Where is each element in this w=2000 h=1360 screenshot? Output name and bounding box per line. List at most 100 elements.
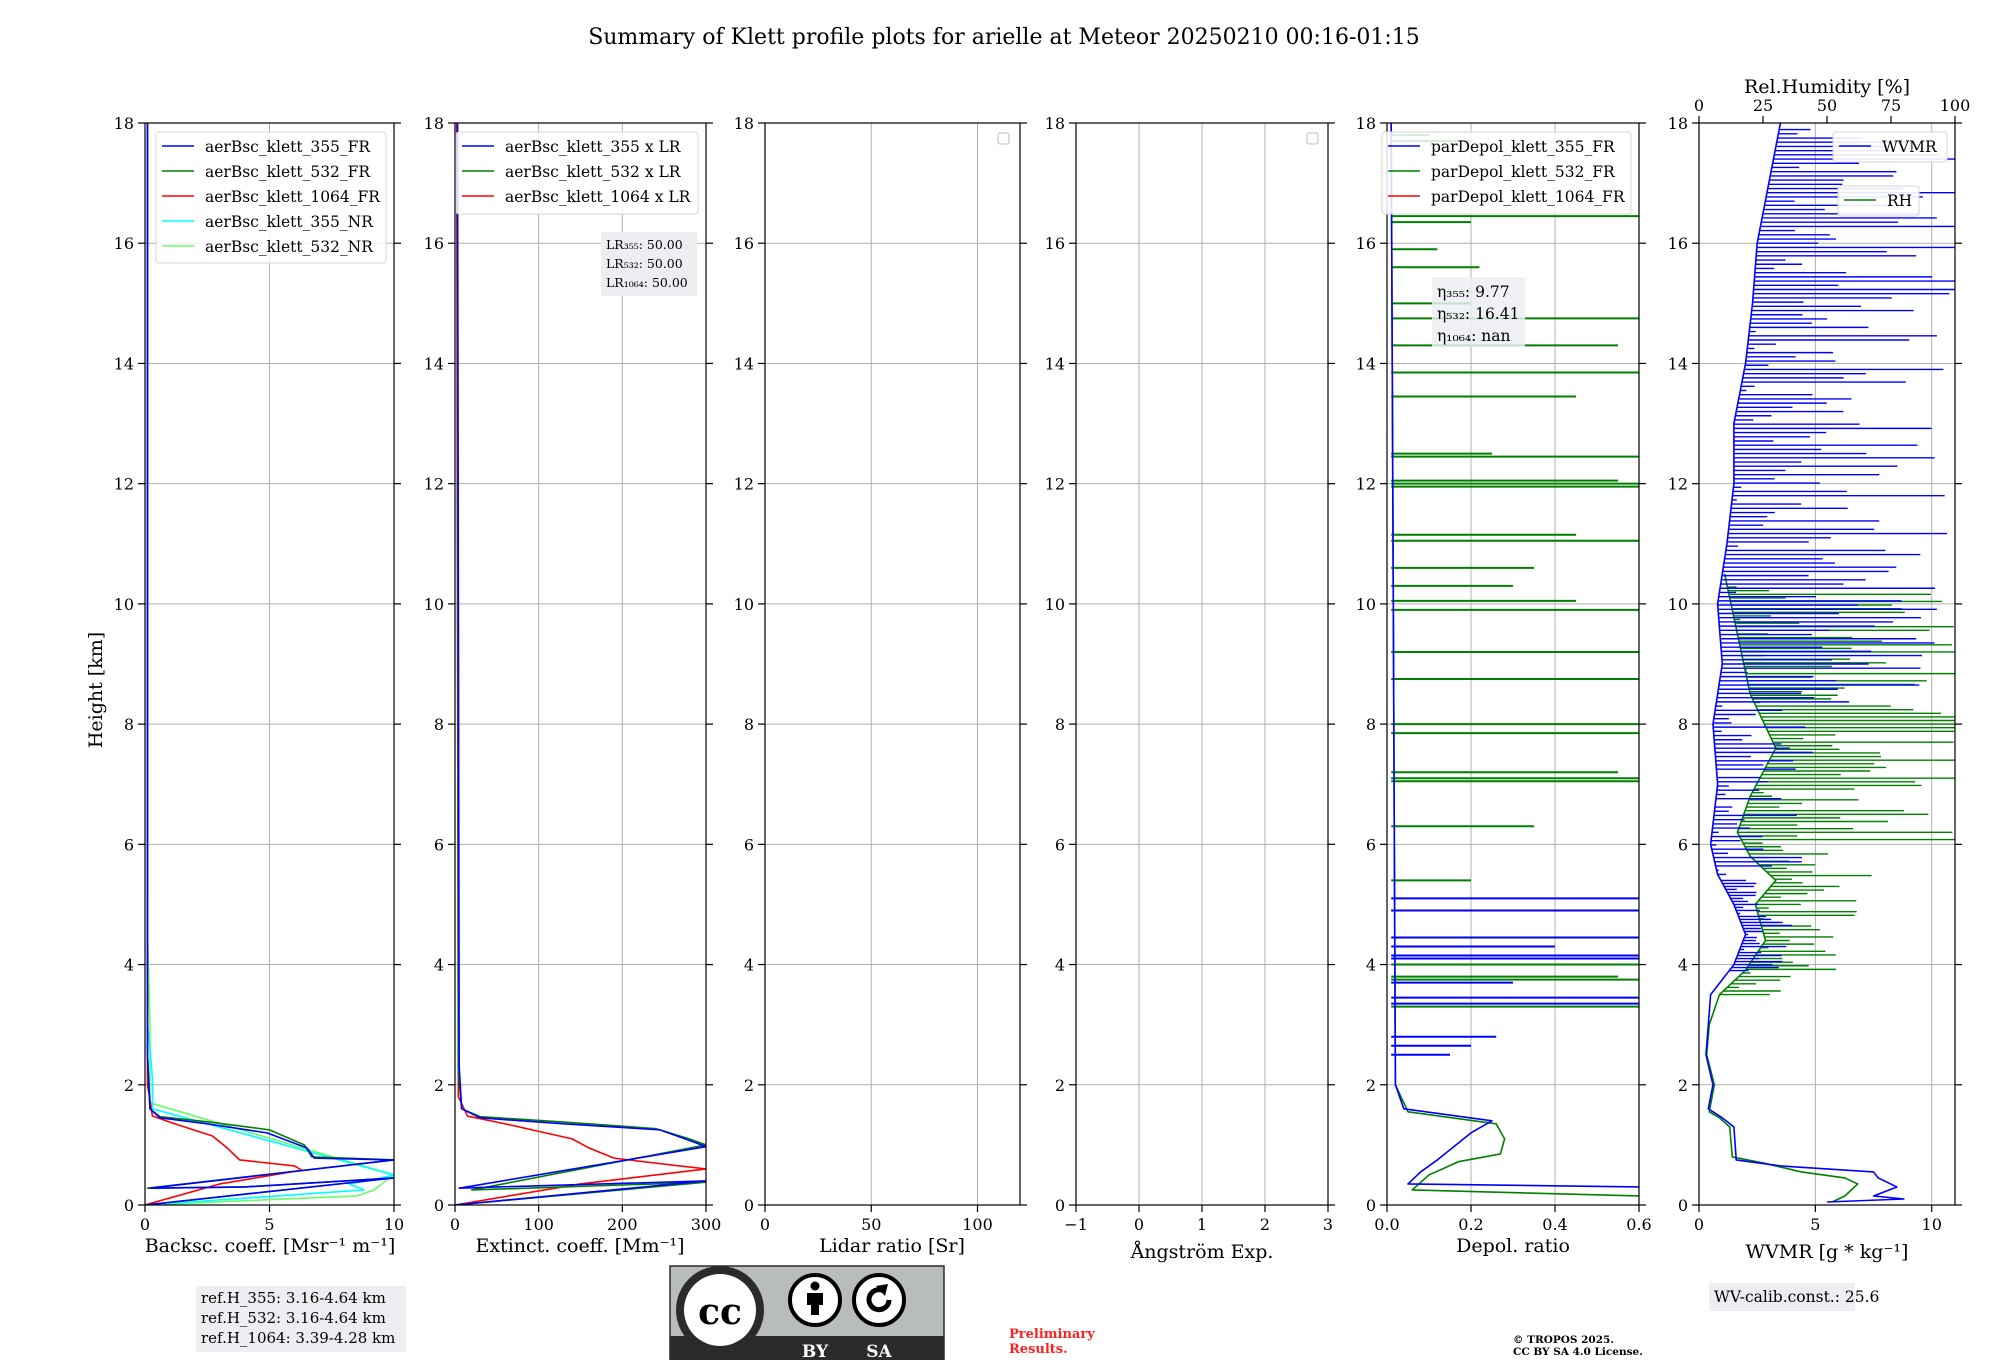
info-line: η₃₅₅: 9.77 (1437, 283, 1510, 301)
copyright-line-2: CC BY SA 4.0 License. (1513, 1346, 1643, 1358)
y-tick-label: 2 (744, 1076, 754, 1095)
y-tick-label: 8 (434, 715, 444, 734)
y-tick-label: 0 (124, 1196, 134, 1215)
y-tick-label: 6 (124, 835, 134, 854)
legend-box (155, 131, 387, 264)
legend-entry: aerBsc_klett_355 x LR (505, 138, 682, 156)
y-tick-label: 14 (1668, 354, 1688, 373)
y-tick-label: 18 (1356, 114, 1376, 133)
preliminary-line-1: Preliminary (1009, 1327, 1095, 1342)
panel-extinction: 0 2 4 6 8 10 12 14 16 18 0 100 200 300 Extinct. coeff… (424, 114, 722, 1257)
panel-lidar-ratio-xlabel: Lidar ratio [Sr] (819, 1235, 965, 1257)
figure-title: Summary of Klett profile plots for ariel… (588, 25, 1420, 50)
y-tick-label: 8 (1055, 715, 1065, 734)
cc-logo-face (684, 1274, 756, 1346)
empty-legend-box (1306, 132, 1319, 145)
panel-depol-frame (1386, 122, 1640, 1206)
y-tick-label: 2 (124, 1076, 134, 1095)
y-tick-label: 4 (1366, 956, 1376, 975)
legend-box (455, 131, 699, 215)
panel-backscatter-ticks: 0 2 4 6 8 10 12 14 16 18 0 5 10 (114, 114, 405, 1234)
y-tick-label: 8 (124, 715, 134, 734)
x-top-tick-label: 0 (1694, 96, 1704, 115)
panel-depol-legend: parDepol_klett_355_FR parDepol_klett_532… (1381, 131, 1632, 215)
y-tick-label: 8 (1366, 715, 1376, 734)
y-tick-label: 6 (1678, 835, 1688, 854)
y-tick-label: 12 (114, 475, 134, 494)
y-tick-label: 4 (124, 956, 134, 975)
legend-entry: WVMR (1882, 138, 1938, 156)
cc-by-label: BY (802, 1342, 829, 1360)
legend-box (1832, 131, 1948, 163)
panel-lidar-ratio-frame (764, 122, 1021, 1206)
y-tick-label: 10 (114, 595, 134, 614)
legend-entry: parDepol_klett_1064_FR (1431, 188, 1626, 206)
series-line-parDepol_klett_532_FR (1390, 123, 1639, 1197)
y-tick-label: 10 (1668, 595, 1688, 614)
y-tick-label: 10 (1045, 595, 1065, 614)
legend-entry: aerBsc_klett_532_FR (205, 163, 371, 181)
sa-arrowhead (876, 1284, 888, 1296)
y-tick-label: 0 (744, 1196, 754, 1215)
cc-logo: cc (698, 1291, 742, 1333)
y-tick-label: 8 (744, 715, 754, 734)
info-box (1709, 1283, 1855, 1311)
y-tick-label: 2 (1055, 1076, 1065, 1095)
x-tick-label: 5 (264, 1215, 274, 1234)
legend-entry: aerBsc_klett_355_NR (205, 213, 374, 231)
copyright-line-1: © TROPOS 2025. (1513, 1334, 1614, 1346)
info-line: η₁₀₆₄: nan (1437, 327, 1511, 345)
panel-extinction-series (455, 123, 706, 1205)
y-tick-label: 4 (744, 956, 754, 975)
series-line-RH (1705, 573, 1859, 1203)
x-tick-label: 0 (140, 1215, 150, 1234)
sa-share-alike-icon (852, 1273, 906, 1327)
panel-extinction-info: LR₃₅₅: 50.00 LR₅₃₂: 50.00 LR₁₀₆₄: 50.00 (601, 232, 697, 296)
x-tick-label: 100 (962, 1215, 993, 1234)
y-tick-label: 18 (424, 114, 444, 133)
x-tick-label: 0.0 (1374, 1215, 1399, 1234)
info-line: WV-calib.const.: 25.6 (1714, 1288, 1879, 1306)
by-person-head (810, 1281, 820, 1291)
panel-depol-xlabel: Depol. ratio (1456, 1235, 1570, 1257)
empty-legend-box (997, 132, 1010, 145)
y-tick-label: 2 (434, 1076, 444, 1095)
x-tick-label: 0 (760, 1215, 770, 1234)
panel-angstrom-grid (1075, 122, 1329, 1206)
panel-lidar-ratio: 0 2 4 6 8 10 12 14 16 18 0 50 100 Lidar ratio [Sr] (734, 114, 1027, 1257)
y-tick-label: 10 (1356, 595, 1376, 614)
panel-extinction-xlabel: Extinct. coeff. [Mm⁻¹] (475, 1235, 684, 1257)
y-tick-label: 12 (1045, 475, 1065, 494)
x-tick-label: 1 (1197, 1215, 1207, 1234)
legend-entry: RH (1887, 192, 1912, 210)
y-tick-label: 18 (1045, 114, 1065, 133)
y-tick-label: 12 (1668, 475, 1688, 494)
x-tick-label: 10 (384, 1215, 404, 1234)
legend-box (1837, 185, 1920, 217)
legend-entry: aerBsc_klett_355_FR (205, 138, 371, 156)
panel-backscatter: 0 2 4 6 8 10 12 14 16 18 0 5 10 Backsc. coeff. [Msr⁻… (114, 114, 406, 1352)
y-tick-label: 0 (1678, 1196, 1688, 1215)
x-top-tick-label: 75 (1881, 96, 1901, 115)
series-line-aerBsc_klett_355 x LR (455, 123, 706, 1205)
info-line: ref.H_1064: 3.39-4.28 km (201, 1329, 395, 1347)
y-tick-label: 10 (424, 595, 444, 614)
x-tick-label: 3 (1323, 1215, 1333, 1234)
panel-backscatter-series (145, 123, 394, 1205)
y-tick-label: 16 (1668, 234, 1688, 253)
panel-wvmr-ticks: 0 2 4 6 8 10 12 14 16 18 0 5 10 (1668, 114, 1962, 1234)
by-person-legs (811, 1303, 819, 1315)
panel-backscatter-legend: aerBsc_klett_355_FR aerBsc_klett_532_FR … (155, 131, 387, 264)
info-line: LR₁₀₆₄: 50.00 (606, 275, 688, 290)
panel-depol: 0 2 4 6 8 10 12 14 16 18 0.0 0.2 0.4 0.6 Depol. ratio… (1356, 114, 1652, 1257)
info-line: LR₃₅₅: 50.00 (606, 237, 683, 252)
x-tick-label: −1 (1064, 1215, 1088, 1234)
y-tick-label: 14 (1045, 354, 1065, 373)
y-tick-label: 14 (734, 354, 754, 373)
info-box (196, 1286, 406, 1352)
x-tick-label: 50 (861, 1215, 881, 1234)
y-tick-label: 14 (114, 354, 134, 373)
